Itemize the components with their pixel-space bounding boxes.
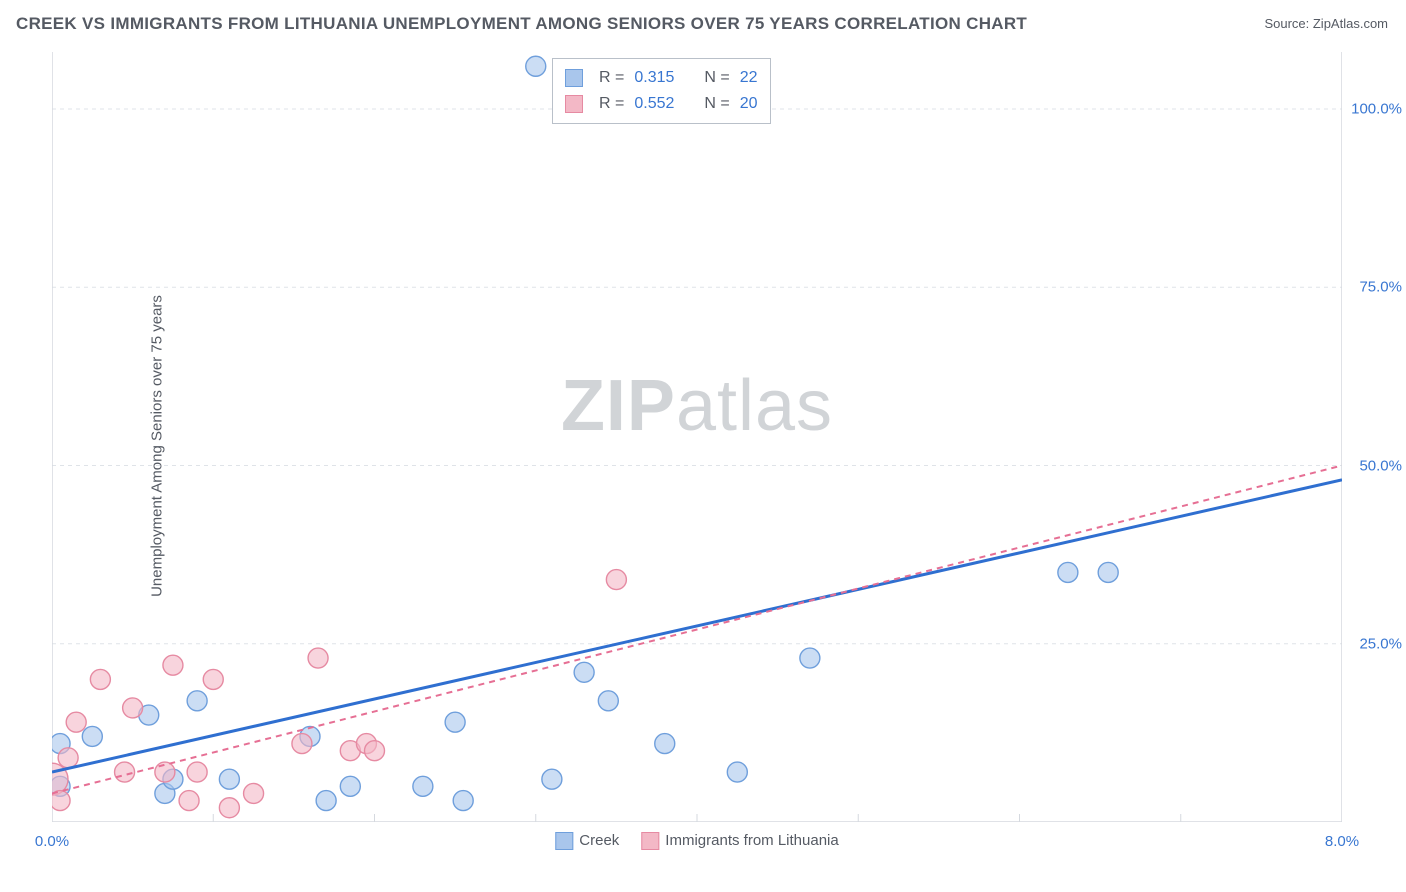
- legend-swatch: [555, 832, 573, 850]
- y-tick-label: 25.0%: [1359, 635, 1402, 652]
- n-value: 22: [740, 65, 758, 91]
- legend-label: Creek: [579, 832, 619, 849]
- legend-swatch: [565, 69, 583, 87]
- legend-swatch: [641, 832, 659, 850]
- r-label: R =: [599, 65, 624, 91]
- stats-legend-box: R = 0.315 N = 22 R = 0.552 N = 20: [552, 58, 771, 124]
- legend-item: Immigrants from Lithuania: [641, 832, 838, 850]
- scatter-plot: ZIPatlas R = 0.315 N = 22 R = 0.552 N = …: [52, 52, 1342, 822]
- y-tick-label: 75.0%: [1359, 279, 1402, 296]
- x-tick-label: 0.0%: [35, 833, 69, 850]
- legend-item: Creek: [555, 832, 619, 850]
- r-value: 0.552: [634, 91, 674, 117]
- n-value: 20: [740, 91, 758, 117]
- n-label: N =: [704, 91, 729, 117]
- legend-label: Immigrants from Lithuania: [665, 832, 838, 849]
- chart-title: CREEK VS IMMIGRANTS FROM LITHUANIA UNEMP…: [16, 14, 1027, 34]
- stats-row: R = 0.315 N = 22: [565, 65, 758, 91]
- r-label: R =: [599, 91, 624, 117]
- y-tick-label: 100.0%: [1351, 101, 1402, 118]
- plot-svg: [52, 52, 1342, 822]
- n-label: N =: [704, 65, 729, 91]
- r-value: 0.315: [634, 65, 674, 91]
- series-legend: Creek Immigrants from Lithuania: [555, 832, 838, 850]
- legend-swatch: [565, 95, 583, 113]
- y-tick-label: 50.0%: [1359, 457, 1402, 474]
- x-tick-label: 8.0%: [1325, 833, 1359, 850]
- stats-row: R = 0.552 N = 20: [565, 91, 758, 117]
- source-attribution: Source: ZipAtlas.com: [1264, 16, 1388, 31]
